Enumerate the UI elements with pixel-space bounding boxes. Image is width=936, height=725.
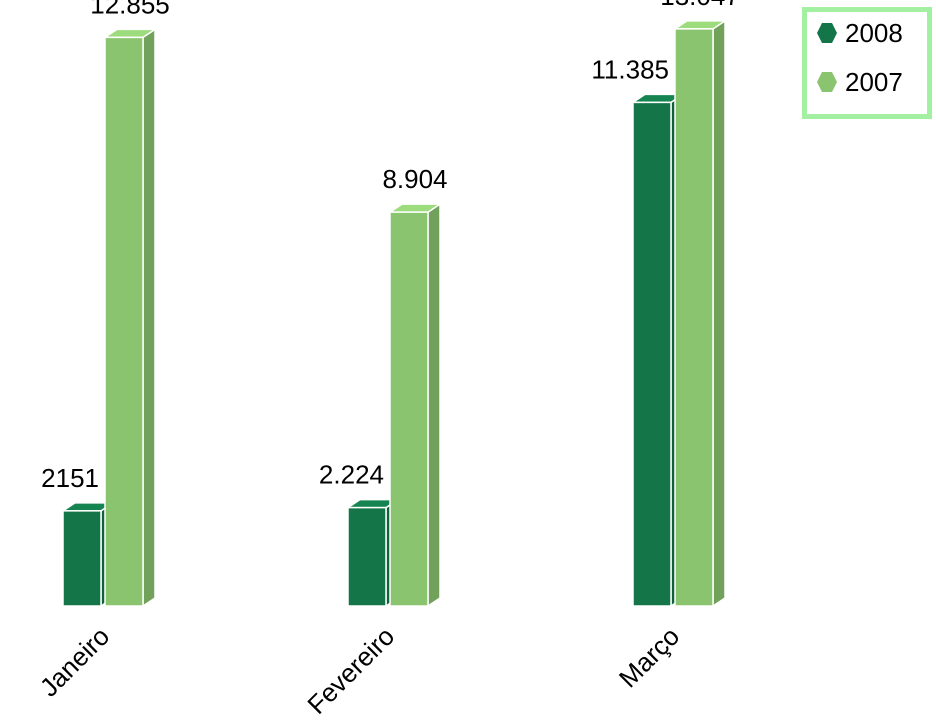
data-label-2007-fevereiro: 8.904 (382, 164, 447, 194)
category-label-fevereiro: Fevereiro (301, 621, 400, 720)
bar-front-face (674, 28, 714, 607)
legend-label-2007: 2007 (845, 67, 903, 97)
legend-item-2008: 2008 (817, 18, 903, 48)
bar-front-face (389, 211, 429, 607)
data-label-2008-março: 11.385 (591, 54, 669, 84)
bar-2007-fevereiro (387, 202, 443, 608)
bar-side-face (712, 19, 726, 608)
data-label-2008-fevereiro: 2.224 (319, 460, 384, 490)
bar-2007-janeiro (102, 27, 158, 608)
legend-swatch-2008 (817, 23, 837, 43)
data-label-2007-março: 13.047 (660, 0, 740, 11)
category-label-março: Março (613, 621, 685, 693)
bar-side-face (142, 27, 156, 608)
bar-2007-março (672, 19, 728, 608)
data-label-2008-janeiro: 2151 (41, 463, 99, 493)
bar-front-face (104, 36, 144, 607)
bar-side-face (427, 202, 441, 608)
bar-front-face (347, 506, 387, 607)
legend-label-2008: 2008 (845, 18, 903, 48)
bar-front-face (62, 510, 102, 607)
chart-legend: 2008 2007 (802, 7, 932, 119)
legend-item-2007: 2007 (817, 67, 903, 97)
legend-swatch-2007 (817, 72, 837, 92)
category-label-janeiro: Janeiro (34, 621, 116, 703)
bar-front-face (632, 101, 672, 607)
data-label-2007-janeiro: 12.855 (90, 0, 170, 19)
